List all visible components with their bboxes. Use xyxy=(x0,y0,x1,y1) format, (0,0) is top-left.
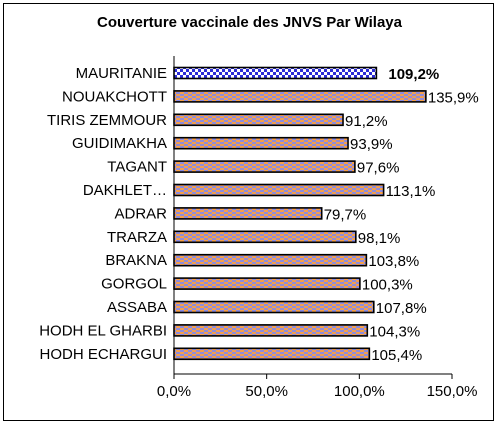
value-label: 100,3% xyxy=(362,277,413,294)
value-label: 135,9% xyxy=(428,89,479,106)
bar xyxy=(173,136,349,150)
category-label: MAURITANIE xyxy=(76,65,167,82)
category-label: GUIDIMAKHA xyxy=(72,135,167,152)
x-tick-label: 100,0% xyxy=(334,383,385,400)
category-label: DAKHLET… xyxy=(83,182,167,199)
category-label: ADRAR xyxy=(114,205,167,222)
value-label: 98,1% xyxy=(358,230,401,247)
category-label: ASSABA xyxy=(107,299,167,316)
bar xyxy=(173,347,371,361)
value-label: 79,7% xyxy=(324,206,367,223)
bar xyxy=(173,90,427,103)
value-label: 109,2% xyxy=(388,66,439,83)
category-label: HODH EL GHARBI xyxy=(39,322,167,339)
category-label: TRARZA xyxy=(107,229,167,246)
category-label: HODH ECHARGUI xyxy=(39,346,167,363)
category-label: TAGANT xyxy=(107,159,167,176)
value-label: 113,1% xyxy=(386,183,436,200)
x-tick-label: 50,0% xyxy=(245,383,288,400)
bar-highlight xyxy=(173,66,378,80)
chart-title: Couverture vaccinale des JNVS Par Wilaya xyxy=(96,14,402,31)
bar xyxy=(173,277,361,290)
value-label: 103,8% xyxy=(368,253,419,270)
bar xyxy=(173,300,375,314)
category-label: TIRIS ZEMMOUR xyxy=(47,112,167,129)
bar xyxy=(173,183,385,197)
bar xyxy=(173,207,323,220)
value-label: 107,8% xyxy=(376,300,427,317)
bar xyxy=(173,324,369,337)
bar xyxy=(173,253,368,267)
x-tick-label: 150,0% xyxy=(427,383,478,400)
x-tick-label: 0,0% xyxy=(157,383,191,400)
bar xyxy=(173,113,344,127)
category-label: GORGOL xyxy=(101,276,167,293)
bar xyxy=(173,230,357,244)
value-label: 105,4% xyxy=(371,347,422,364)
category-label: NOUAKCHOTT xyxy=(62,88,167,105)
value-label: 97,6% xyxy=(357,160,400,177)
bar xyxy=(173,160,356,173)
value-label: 104,3% xyxy=(369,323,420,340)
category-label: BRAKNA xyxy=(105,252,167,269)
value-label: 93,9% xyxy=(350,136,393,153)
value-label: 91,2% xyxy=(345,113,388,130)
